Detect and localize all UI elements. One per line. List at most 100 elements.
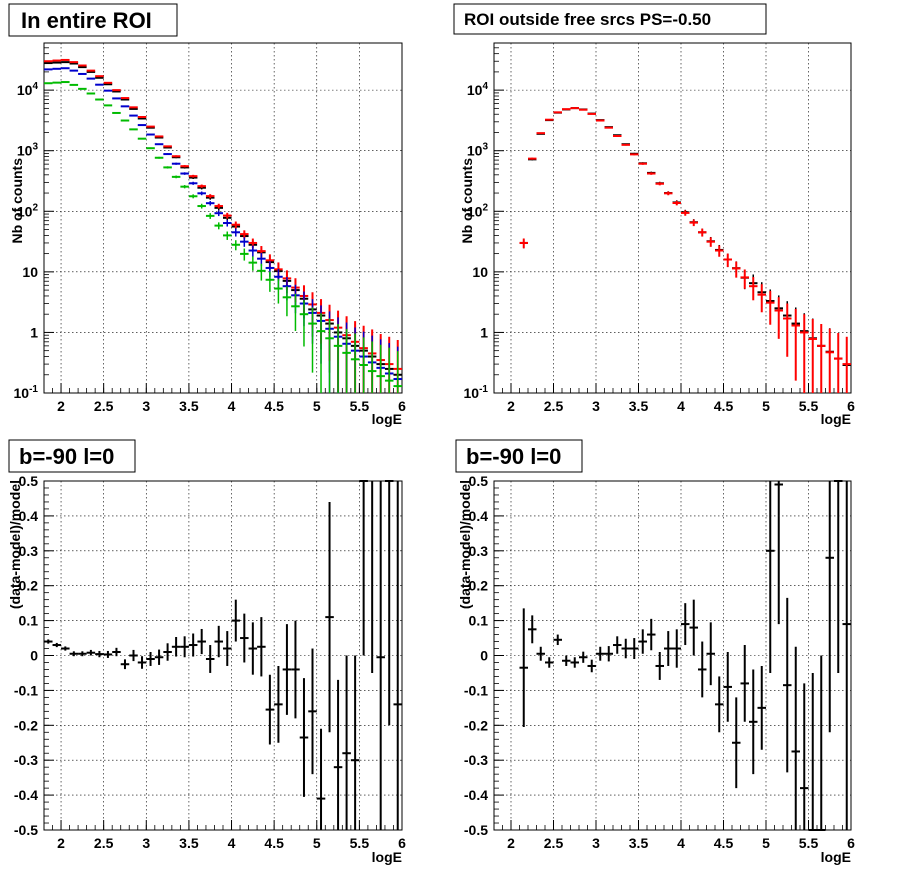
data-point-red (630, 153, 639, 156)
residual-point (570, 657, 579, 668)
residual-point (214, 625, 223, 658)
y-tick-label: 0.5 (19, 473, 39, 489)
panel-bottom-left: 2 2.5 3 3.5 4 4.5 5 5.5 6 -0.5 -0.4 -0.3 -0.2 -0.1 0 0.… (7, 439, 406, 865)
x-tick-label: 4 (677, 835, 685, 851)
residual-point (715, 676, 724, 733)
data-point-green (214, 222, 223, 230)
data-point-green (171, 175, 181, 179)
data-point-red (171, 155, 181, 158)
residual-point (282, 624, 292, 715)
y-tick-label: -0.4 (14, 787, 38, 803)
data-point-green (154, 156, 164, 159)
x-tick-label: 2.5 (544, 835, 564, 851)
x-tick-label: 2 (507, 835, 515, 851)
data-point-red (231, 221, 241, 229)
data-point-red (723, 253, 732, 268)
y-tick-label: 0.2 (19, 578, 39, 594)
data-point-green (367, 341, 377, 393)
data-marks-bottom-left (44, 480, 402, 830)
residual-point (325, 501, 334, 733)
data-point-green (146, 147, 155, 150)
x-tick-label: 5.5 (799, 398, 819, 414)
data-point-green (163, 166, 172, 169)
residual-point (757, 665, 766, 750)
data-point-red (188, 174, 198, 178)
data-point-red (715, 245, 724, 257)
title-box-top-left (8, 3, 178, 37)
y-axis-label-bottom-left: (data-model)/model (7, 480, 23, 609)
data-point-green (103, 104, 113, 107)
axis-ticks-bottom-right: 2 2.5 3 3.5 4 4.5 5 5.5 6 -0.5 -0.4 -0.3 -0.2 -0.1 0 0.… (464, 473, 855, 851)
residual-point (103, 650, 113, 658)
data-point-green (316, 313, 326, 393)
data-point-red (621, 143, 630, 146)
residual-point (359, 480, 368, 656)
y-tick-label: -0.3 (14, 752, 38, 768)
residual-point (749, 669, 758, 775)
residual-point (562, 655, 571, 666)
data-point-green (231, 240, 241, 251)
x-tick-label: 3 (142, 398, 150, 414)
residual-point (342, 655, 351, 830)
data-point-blue (205, 201, 215, 206)
y-tick-label: 0 (480, 648, 488, 664)
data-point-red (638, 162, 647, 165)
data-point-green (197, 203, 206, 209)
residual-point (52, 642, 62, 648)
y-tick-label: 104 (17, 81, 39, 98)
data-point-red (842, 336, 851, 393)
y-tick-label: -0.1 (14, 682, 38, 698)
y-tick-label: 0.2 (469, 578, 489, 594)
residual-point (672, 629, 681, 668)
y-tick-label: 0.3 (19, 543, 39, 559)
y-tick-label: 0.4 (469, 508, 489, 524)
residual-point (664, 631, 673, 666)
data-point-blue (180, 172, 189, 175)
x-tick-label: 6 (398, 398, 406, 414)
residual-point (706, 622, 715, 686)
residual-point (723, 652, 732, 722)
data-point-red (766, 290, 775, 325)
data-point-red (579, 108, 588, 111)
y-tick-label: 0 (30, 648, 38, 664)
residual-point (171, 637, 181, 657)
y-tick-label: -0.3 (464, 752, 488, 768)
y-tick-label: 0.1 (469, 613, 489, 629)
y-tick-label: 104 (467, 81, 489, 98)
residual-point (44, 639, 53, 644)
data-point-red (180, 165, 189, 168)
data-point-blue (120, 105, 130, 108)
residual-point (78, 651, 87, 657)
residual-point (163, 643, 172, 661)
residual-point (240, 613, 249, 663)
data-point-red (647, 172, 656, 175)
x-tick-label: 2.5 (544, 398, 564, 414)
residual-point (69, 651, 79, 657)
residual-point (129, 649, 138, 662)
y-tick-label: -0.1 (464, 682, 488, 698)
residual-point (596, 646, 605, 661)
residual-point (604, 646, 613, 662)
data-point-red (655, 182, 664, 186)
y-axis-label-top-right: Nb of counts (459, 158, 475, 244)
plot-frame-top-right (493, 42, 852, 394)
residual-point (299, 678, 309, 797)
x-tick-label: 3 (142, 835, 150, 851)
y-tick-label: 0.4 (19, 508, 39, 524)
x-tick-label: 3.5 (629, 398, 649, 414)
data-point-blue (154, 143, 164, 146)
residual-point (817, 655, 826, 831)
residual-point (137, 656, 147, 669)
residual-point (579, 651, 588, 663)
y-tick-label: 0.5 (469, 473, 489, 489)
data-point-red (681, 210, 690, 216)
residual-point (231, 599, 241, 642)
data-point-red (604, 126, 613, 129)
y-tick-label: 1 (30, 324, 38, 340)
residual-point (86, 649, 96, 656)
data-point-red (774, 297, 783, 339)
residual-point (783, 597, 792, 773)
data-point-green (282, 286, 292, 317)
residual-point (393, 481, 402, 830)
data-point-red (706, 237, 715, 247)
